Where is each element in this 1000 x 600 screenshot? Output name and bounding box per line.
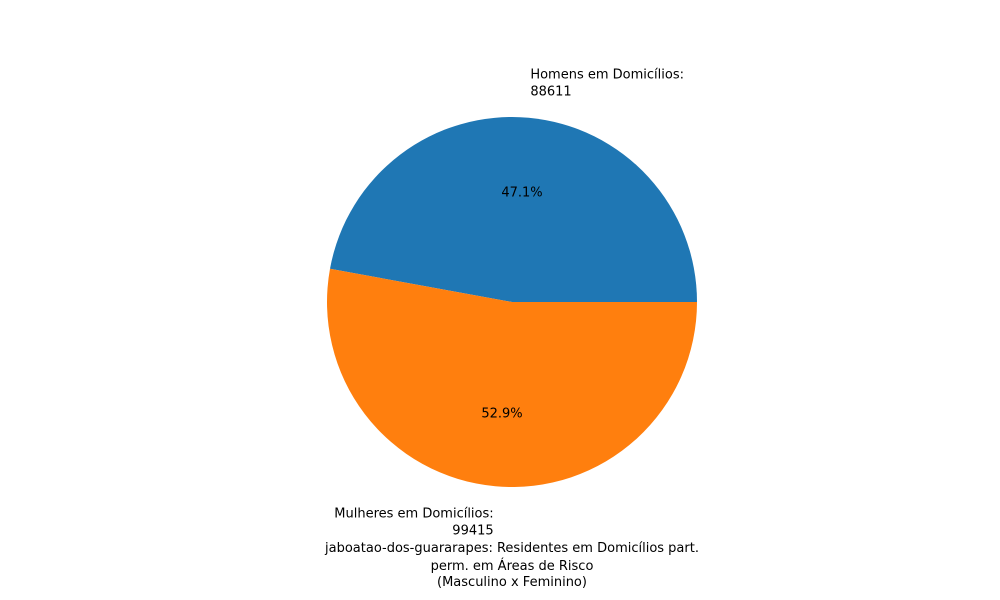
chart-title-line-3: (Masculino x Feminino) bbox=[437, 575, 587, 590]
slice-labels: Homens em Domicílios: 88611 Mulheres em Do… bbox=[334, 67, 684, 538]
slice-label-0-line-1: 88611 bbox=[530, 84, 571, 99]
slice-label-1: Mulheres em Domicílios: 99415 bbox=[334, 507, 493, 539]
pie-slice-0 bbox=[330, 117, 697, 303]
slice-label-1-line-1: 99415 bbox=[452, 524, 493, 539]
pie-slices bbox=[327, 117, 697, 487]
chart-title: jaboatao-dos-guararapes: Residentes em D… bbox=[324, 541, 699, 590]
slice-label-1-line-0: Mulheres em Domicílios: bbox=[334, 507, 493, 522]
percent-label-1: 52.9% bbox=[481, 407, 522, 422]
slice-label-0-line-0: Homens em Domicílios: bbox=[530, 67, 684, 82]
slice-label-0: Homens em Domicílios: 88611 bbox=[530, 67, 684, 99]
percent-label-0: 47.1% bbox=[501, 185, 542, 200]
chart-title-line-1: jaboatao-dos-guararapes: Residentes em D… bbox=[324, 541, 699, 556]
chart-title-line-2: perm. em Áreas de Risco bbox=[431, 558, 594, 574]
pie-slice-1 bbox=[327, 268, 697, 487]
percent-labels: 47.1% 52.9% bbox=[481, 185, 542, 421]
